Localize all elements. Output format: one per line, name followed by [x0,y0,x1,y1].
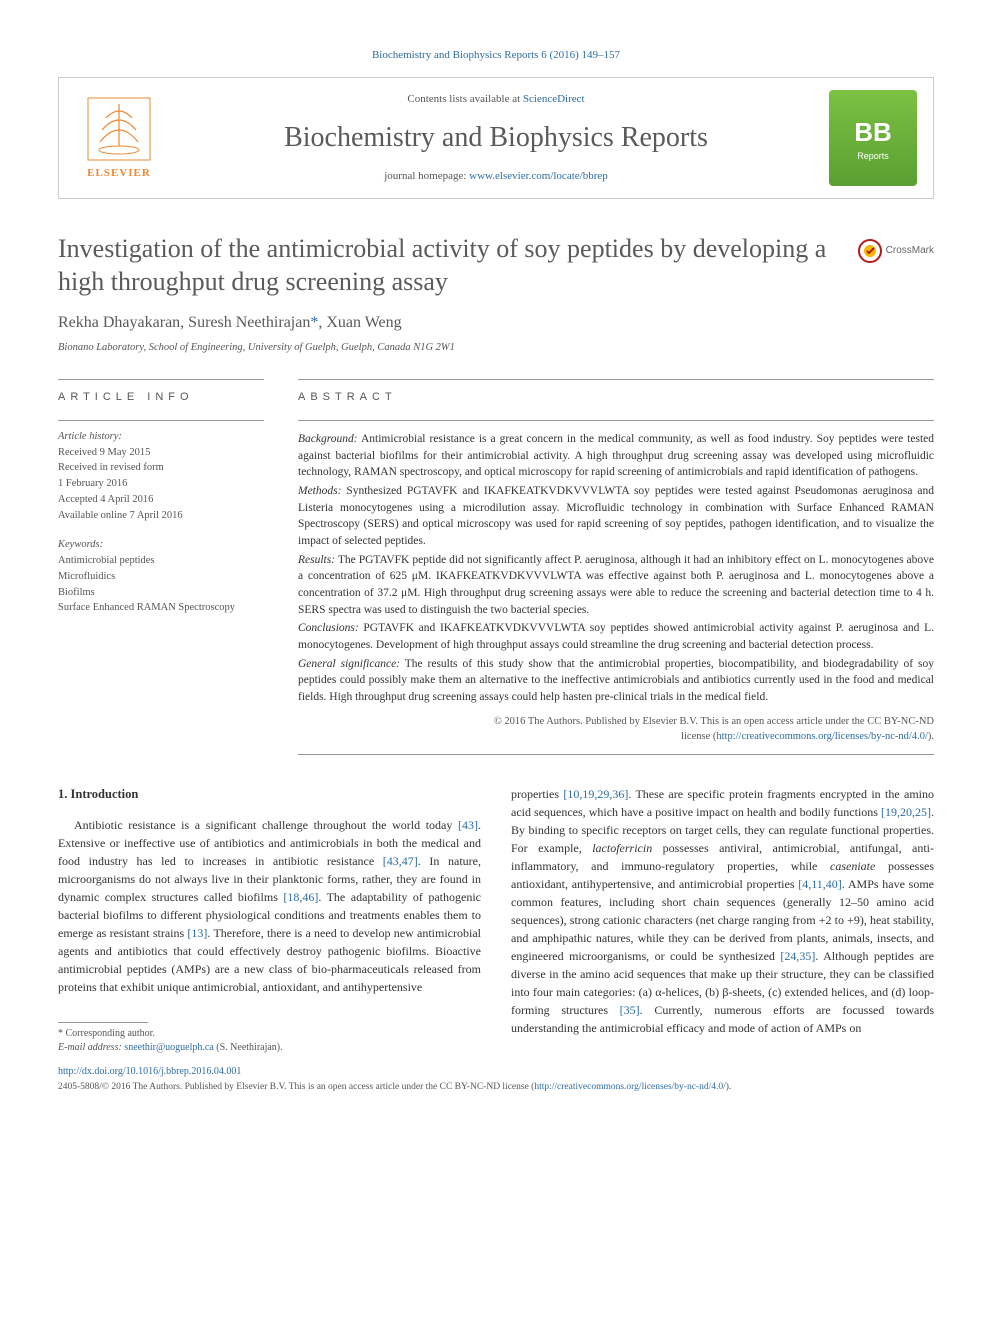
email-label: E-mail address: [58,1042,124,1053]
history-revised-1: Received in revised form [58,460,264,476]
journal-header: ELSEVIER Contents lists available at Sci… [58,77,934,199]
crossmark-badge[interactable]: CrossMark [858,239,934,263]
crossmark-icon [858,239,882,263]
cc-license-link[interactable]: http://creativecommons.org/licenses/by-n… [716,731,928,742]
t2a: properties [511,787,563,801]
abs-concl-text: PGTAVFK and IKAFKEATKVDKVVVLWTA soy pept… [298,622,934,651]
copyright-prefix: license ( [681,731,716,742]
abs-methods-text: Synthesized PGTAVFK and IKAFKEATKVDKVVVL… [298,485,934,547]
abs-bg-label: Background: [298,433,358,445]
elsevier-logo: ELSEVIER [75,90,163,186]
article-title: Investigation of the antimicrobial activ… [58,233,858,298]
intro-heading: 1. Introduction [58,785,481,804]
history-received: Received 9 May 2015 [58,445,264,461]
history-online: Available online 7 April 2016 [58,508,264,524]
email-suffix: (S. Neethirajan). [214,1042,283,1053]
abs-results-text: The PGTAVFK peptide did not significantl… [298,554,934,616]
issn-line: 2405-5808/© 2016 The Authors. Published … [58,1081,934,1094]
homepage-link[interactable]: www.elsevier.com/locate/bbrep [469,170,608,182]
history-label: Article history: [58,429,264,445]
keywords-block: Keywords: Antimicrobial peptides Microfl… [58,537,264,616]
abstract-header: ABSTRACT [298,379,934,405]
cite-4-11-40[interactable]: [4,11,40] [798,877,842,891]
cite-13[interactable]: [13] [187,926,207,940]
abs-bg-text: Antimicrobial resistance is a great conc… [298,433,934,478]
cite-18-46[interactable]: [18,46] [283,890,318,904]
intro-para-2: properties [10,19,29,36]. These are spec… [511,785,934,1037]
history-accepted: Accepted 4 April 2016 [58,492,264,508]
contents-line: Contents lists available at ScienceDirec… [163,92,829,107]
t1a: Antibiotic resistance is a significant c… [74,818,458,832]
ital-caseniate: caseniate [830,859,875,873]
corresponding-note: * Corresponding author. [58,1027,481,1041]
cite-43-47[interactable]: [43,47] [383,854,418,868]
footnote-divider [58,1022,148,1023]
issn-suffix: ). [726,1082,732,1092]
issn-prefix: 2405-5808/© 2016 The Authors. Published … [58,1082,534,1092]
copyright-line1: © 2016 The Authors. Published by Elsevie… [298,714,934,729]
journal-logo-reports: Reports [857,150,889,163]
issn-cc-link[interactable]: http://creativecommons.org/licenses/by-n… [534,1082,725,1092]
keywords-label: Keywords: [58,537,264,553]
cite-35[interactable]: [35] [620,1003,640,1017]
journal-citation[interactable]: Biochemistry and Biophysics Reports 6 (2… [58,48,934,63]
copyright-suffix: ). [928,731,934,742]
doi-link[interactable]: http://dx.doi.org/10.1016/j.bbrep.2016.0… [58,1065,934,1079]
abs-concl-label: Conclusions: [298,622,359,634]
article-info-header: ARTICLE INFO [58,379,264,405]
abstract-copyright: © 2016 The Authors. Published by Elsevie… [298,714,934,744]
body-column-right: properties [10,19,29,36]. These are spec… [511,785,934,1055]
keyword-2: Microfluidics [58,569,264,585]
authors: Rekha Dhayakaran, Suresh Neethirajan*, X… [58,312,934,334]
footnotes: * Corresponding author. E-mail address: … [58,1022,481,1055]
abs-results-label: Results: [298,554,335,566]
sciencedirect-link[interactable]: ScienceDirect [523,93,585,105]
journal-cover-logo: BB Reports [829,90,917,186]
homepage-line: journal homepage: www.elsevier.com/locat… [163,169,829,184]
intro-para-1: Antibiotic resistance is a significant c… [58,816,481,996]
author-names-1: Rekha Dhayakaran, Suresh Neethirajan [58,314,310,331]
abs-methods-label: Methods: [298,485,341,497]
contents-prefix: Contents lists available at [407,93,522,105]
crossmark-label: CrossMark [886,244,934,258]
abstract-body: Background: Antimicrobial resistance is … [298,420,934,755]
cite-19-20-25[interactable]: [19,20,25] [881,805,931,819]
journal-logo-bb: BB [854,114,892,150]
abs-sig-label: General significance: [298,658,400,670]
history-revised-2: 1 February 2016 [58,476,264,492]
keyword-4: Surface Enhanced RAMAN Spectroscopy [58,600,264,616]
corresponding-email[interactable]: sneethir@uoguelph.ca [124,1042,213,1053]
cite-43[interactable]: [43] [458,818,478,832]
keyword-3: Biofilms [58,585,264,601]
keyword-1: Antimicrobial peptides [58,553,264,569]
article-history: Article history: Received 9 May 2015 Rec… [58,420,264,524]
body-column-left: 1. Introduction Antibiotic resistance is… [58,785,481,1055]
homepage-prefix: journal homepage: [384,170,469,182]
cite-10-19-29-36[interactable]: [10,19,29,36] [563,787,628,801]
ital-lactoferricin: lactoferricin [592,841,652,855]
author-names-2: , Xuan Weng [318,314,401,331]
cite-24-35[interactable]: [24,35] [780,949,815,963]
affiliation: Bionano Laboratory, School of Engineerin… [58,341,934,356]
elsevier-label: ELSEVIER [87,166,151,181]
journal-name: Biochemistry and Biophysics Reports [163,118,829,157]
